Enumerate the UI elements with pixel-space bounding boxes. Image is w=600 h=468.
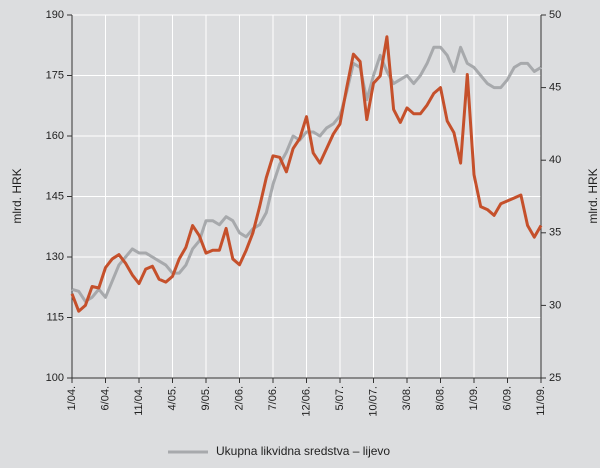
y2-tick-label: 45 [549, 82, 561, 94]
y2-tick-label: 40 [549, 154, 561, 166]
x-tick-label: 4/05. [166, 386, 178, 410]
y-tick-label: 160 [46, 130, 64, 142]
y-tick-label: 115 [46, 311, 64, 323]
x-tick-label: 10/07. [367, 386, 379, 417]
series-line [71, 45, 542, 303]
x-tick-label: 6/04. [99, 386, 111, 410]
x-tick-label: 1/09. [468, 386, 480, 410]
y-tick-label: 190 [46, 9, 64, 21]
x-tick-label: 11/09. [535, 386, 547, 416]
y-tick-label: 130 [46, 251, 64, 263]
y2-tick-label: 30 [549, 299, 561, 311]
x-tick-label: 7/06. [267, 386, 279, 410]
y-tick-label: 145 [46, 190, 64, 202]
x-tick-label: 2/06. [233, 386, 245, 410]
legend-label: Ukupna likvidna sredstva – lijevo [216, 444, 390, 458]
y2-tick-label: 25 [549, 372, 561, 384]
x-tick-label: 6/09. [501, 386, 513, 410]
y-axis-label: mlrd. HRK [10, 168, 24, 223]
x-tick-label: 1/04. [66, 386, 78, 410]
x-tick-label: 5/07. [334, 386, 346, 410]
y2-tick-label: 35 [549, 227, 561, 239]
y-tick-label: 100 [46, 372, 64, 384]
x-tick-label: 11/04. [133, 386, 145, 416]
y2-tick-label: 50 [549, 9, 561, 21]
series-line [70, 35, 543, 313]
x-tick-label: 8/08. [434, 386, 446, 410]
x-tick-label: 12/06. [300, 386, 312, 417]
y-tick-label: 175 [46, 69, 64, 81]
x-tick-label: 3/08. [401, 386, 413, 410]
y2-axis-label: mlrd. HRK [586, 168, 600, 223]
x-tick-label: 9/05. [200, 386, 212, 410]
